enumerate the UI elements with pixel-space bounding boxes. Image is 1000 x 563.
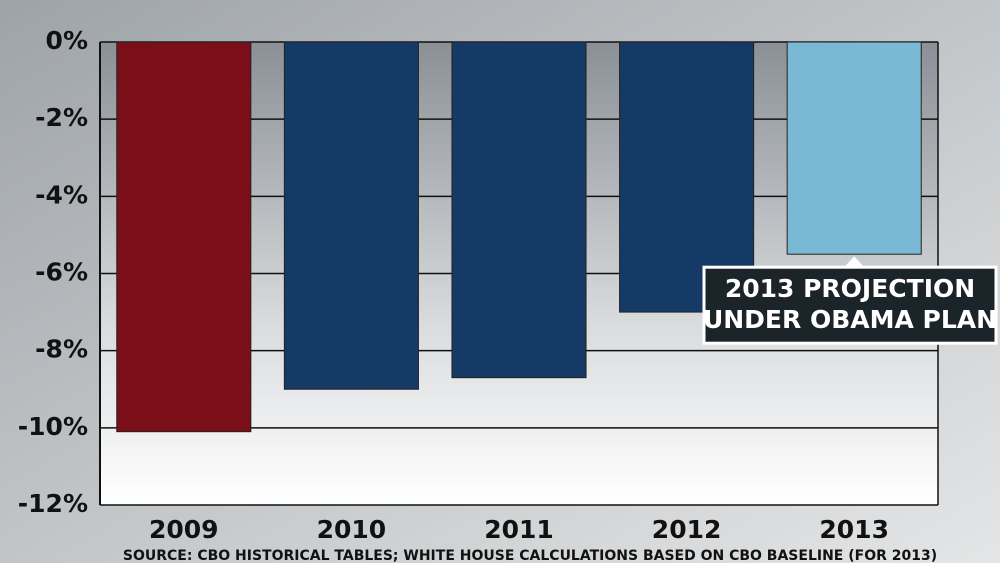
bar bbox=[283, 41, 419, 390]
x-tick-label: 2011 bbox=[484, 515, 554, 544]
y-tick-label: -8% bbox=[35, 335, 88, 364]
y-tick-label: -6% bbox=[35, 258, 88, 287]
y-tick-label: -10% bbox=[18, 412, 88, 441]
source-note: SOURCE: CBO HISTORICAL TABLES; WHITE HOU… bbox=[123, 548, 937, 563]
x-tick-label: 2009 bbox=[149, 515, 219, 544]
y-tick-label: -4% bbox=[35, 180, 88, 209]
y-tick-label: -12% bbox=[18, 489, 88, 518]
callout-pointer bbox=[844, 256, 865, 268]
callout-text: 2013 PROJECTION bbox=[725, 274, 975, 303]
bar bbox=[116, 41, 252, 433]
x-tick-label: 2010 bbox=[317, 515, 387, 544]
x-tick-label: 2012 bbox=[652, 515, 722, 544]
x-tick-label: 2013 bbox=[819, 515, 889, 544]
bar bbox=[451, 41, 587, 379]
callout-text: UNDER OBAMA PLAN bbox=[703, 305, 997, 334]
y-tick-label: -2% bbox=[35, 103, 88, 132]
bar bbox=[786, 41, 922, 255]
callout-box bbox=[702, 265, 998, 345]
y-tick-label: 0% bbox=[46, 26, 88, 55]
